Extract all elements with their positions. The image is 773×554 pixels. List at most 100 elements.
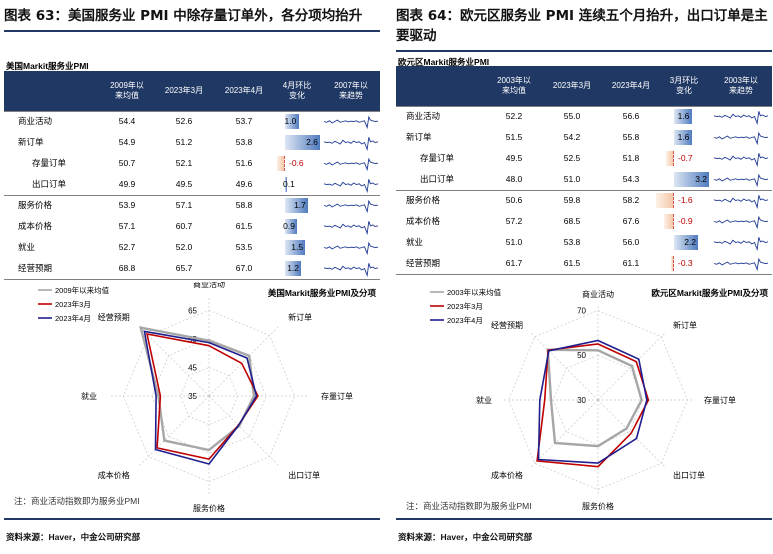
change-value: 1.2 bbox=[287, 263, 300, 273]
radar-series-2 bbox=[143, 330, 258, 465]
figure-64: 图表 64：欧元区服务业 PMI 连续五个月抬升，出口订单是主要驱动 欧元区Ma… bbox=[396, 0, 773, 554]
apr-value: 53.5 bbox=[235, 242, 253, 252]
legend-label: 2023年3月 bbox=[447, 301, 483, 311]
trend-sparkline bbox=[713, 237, 769, 252]
radar-series-0 bbox=[546, 348, 643, 448]
radar-tick-label: 35 bbox=[188, 392, 197, 401]
mar-value: 52.5 bbox=[563, 153, 581, 163]
row-label: 商业活动 bbox=[18, 116, 53, 126]
row-label: 出口订单 bbox=[420, 174, 455, 184]
apr-value: 55.8 bbox=[622, 132, 640, 142]
title-rule bbox=[4, 30, 380, 32]
radar-spoke bbox=[208, 395, 280, 467]
radar-axis-label: 新订单 bbox=[673, 320, 697, 330]
row-label: 经营预期 bbox=[18, 263, 53, 273]
change-bar bbox=[666, 151, 674, 166]
trend-sparkline bbox=[713, 153, 769, 168]
avg-value: 61.7 bbox=[505, 258, 523, 268]
sparkline-path bbox=[713, 131, 769, 146]
sparkline-path bbox=[323, 179, 379, 194]
row-label: 存量订单 bbox=[420, 153, 455, 163]
radar-tick-label: 70 bbox=[577, 306, 586, 315]
col-header-apr: 2023年4月 bbox=[611, 81, 651, 90]
trend-sparkline bbox=[323, 241, 379, 256]
row-label: 服务价格 bbox=[406, 195, 441, 205]
sparkline-path bbox=[713, 153, 769, 168]
radar-axis-label: 服务价格 bbox=[193, 503, 225, 513]
source-text: 资料来源：Haver，中金公司研究部 bbox=[398, 532, 533, 542]
change-bar bbox=[674, 172, 710, 187]
radar-axis-label: 存量订单 bbox=[704, 395, 736, 405]
change-bar bbox=[285, 240, 306, 255]
table-row: 服务价格 50.6 59.8 58.2 -1.6 bbox=[396, 190, 772, 211]
sparkline-path bbox=[323, 199, 379, 214]
change-value: -0.9 bbox=[678, 216, 693, 226]
change-bar bbox=[670, 256, 674, 271]
change-bar bbox=[285, 261, 302, 276]
sparkline-path bbox=[323, 221, 379, 236]
radar-spoke bbox=[138, 395, 210, 467]
trend-sparkline bbox=[713, 173, 769, 188]
trend-sparkline bbox=[713, 257, 769, 272]
radar-series-1 bbox=[536, 343, 650, 468]
radar-tick-label: 30 bbox=[577, 396, 586, 405]
change-value: 1.7 bbox=[293, 200, 306, 210]
chart-note: 注：商业活动指数即为服务业PMI bbox=[406, 501, 532, 511]
apr-value: 49.6 bbox=[235, 179, 253, 189]
radar-axis-label: 新订单 bbox=[288, 312, 312, 322]
bottom-rule bbox=[396, 518, 772, 520]
trend-sparkline bbox=[323, 115, 379, 130]
figure-title: 图表 64：欧元区服务业 PMI 连续五个月抬升，出口订单是主要驱动 bbox=[396, 8, 768, 44]
radar-axis-label: 经营预期 bbox=[491, 320, 523, 330]
apr-value: 53.7 bbox=[235, 116, 253, 126]
legend-label: 2023年4月 bbox=[447, 315, 483, 325]
table-row: 出口订单 49.9 49.5 49.6 0.1 bbox=[4, 174, 380, 195]
change-value: 1.0 bbox=[284, 116, 297, 126]
radar-spoke bbox=[531, 399, 599, 467]
row-label: 经营预期 bbox=[406, 258, 441, 268]
sparkline-path bbox=[323, 115, 379, 130]
row-label: 服务价格 bbox=[18, 200, 53, 210]
radar-series-0 bbox=[139, 326, 256, 452]
apr-value: 51.8 bbox=[622, 153, 640, 163]
col-header-mar: 2023年3月 bbox=[164, 86, 204, 95]
row-separator bbox=[396, 106, 772, 107]
avg-value: 52.7 bbox=[118, 242, 136, 252]
avg-value: 51.0 bbox=[505, 237, 523, 247]
table-row: 存量订单 50.7 52.1 51.6 -0.6 bbox=[4, 153, 380, 174]
change-value: -0.3 bbox=[678, 258, 693, 268]
radar-axis-label: 出口订单 bbox=[673, 470, 705, 480]
avg-value: 53.9 bbox=[118, 200, 136, 210]
mar-value: 61.5 bbox=[563, 258, 581, 268]
change-value: 1.6 bbox=[677, 111, 690, 121]
avg-value: 51.5 bbox=[505, 132, 523, 142]
radar-grid-ring bbox=[122, 309, 296, 483]
avg-value: 54.4 bbox=[118, 116, 136, 126]
apr-value: 61.1 bbox=[622, 258, 640, 268]
table-row: 商业活动 54.4 52.6 53.7 1.0 bbox=[4, 111, 380, 132]
radar-axis-label: 存量订单 bbox=[321, 391, 353, 401]
trend-sparkline bbox=[323, 263, 379, 278]
mar-value: 52.1 bbox=[175, 158, 193, 168]
table-row: 成本价格 57.2 68.5 67.6 -0.9 bbox=[396, 211, 772, 232]
sparkline-path bbox=[713, 195, 769, 210]
sparkline-path bbox=[713, 215, 769, 230]
legend-label: 2023年3月 bbox=[55, 299, 91, 309]
radar-axis-label: 商业活动 bbox=[193, 282, 225, 289]
trend-sparkline bbox=[323, 221, 379, 236]
avg-value: 49.5 bbox=[505, 153, 523, 163]
row-label: 成本价格 bbox=[18, 221, 53, 231]
legend-label: 2009年以来均值 bbox=[55, 285, 110, 295]
table-section-label: 美国Markit服务业PMI bbox=[6, 61, 89, 71]
row-separator bbox=[4, 279, 380, 280]
avg-value: 57.1 bbox=[118, 221, 136, 231]
trend-sparkline bbox=[713, 215, 769, 230]
change-bar bbox=[276, 156, 285, 171]
change-bar bbox=[656, 193, 674, 208]
row-label: 出口订单 bbox=[32, 179, 67, 189]
apr-value: 51.6 bbox=[235, 158, 253, 168]
radar-axis-label: 商业活动 bbox=[582, 289, 614, 299]
mar-value: 60.7 bbox=[175, 221, 193, 231]
change-value: 2.6 bbox=[306, 137, 318, 147]
avg-value: 50.7 bbox=[118, 158, 136, 168]
